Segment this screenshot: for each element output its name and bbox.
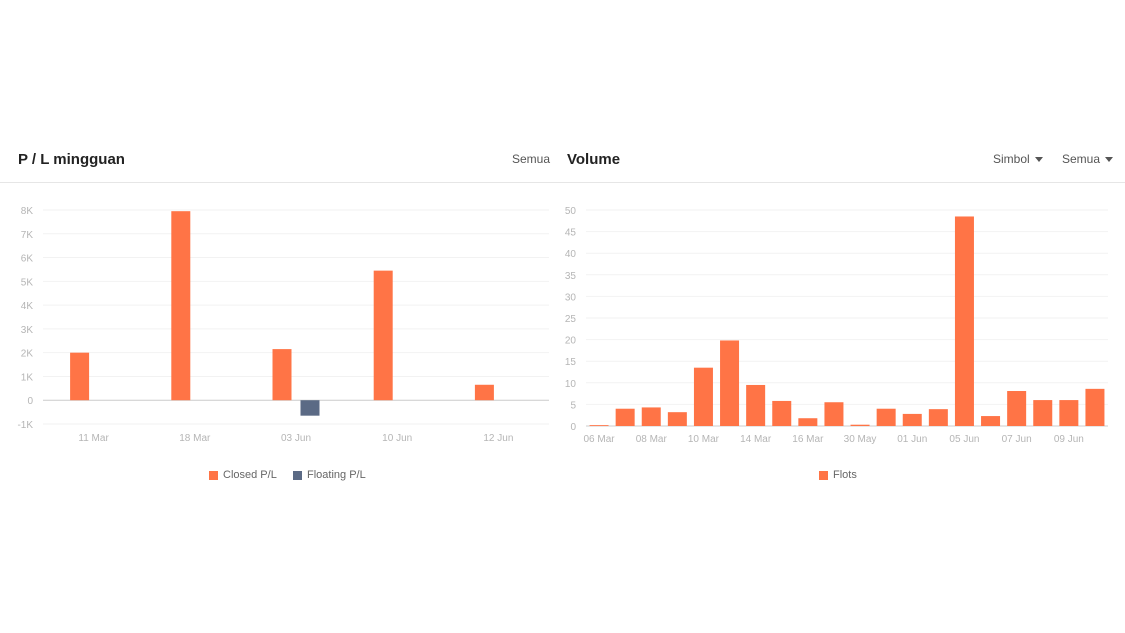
y-tick-label: 7K xyxy=(21,230,34,241)
symbol-filter-dropdown[interactable]: Simbol xyxy=(993,136,1043,182)
bar xyxy=(171,211,191,401)
all-filter-label: Semua xyxy=(1062,152,1101,166)
y-tick-label: 5 xyxy=(570,400,576,411)
x-tick-label: 03 Jun xyxy=(281,433,311,444)
pl-filter-label: Semua xyxy=(512,152,551,166)
y-tick-label: 8K xyxy=(21,206,34,217)
bar xyxy=(954,216,974,426)
x-tick-label: 14 Mar xyxy=(740,434,772,445)
bar xyxy=(1085,388,1105,426)
x-tick-label: 18 Mar xyxy=(179,433,211,444)
bar xyxy=(693,367,713,426)
y-tick-label: 0 xyxy=(27,396,33,407)
closed-pl-swatch-icon xyxy=(209,470,218,480)
legend-item-floating-pl[interactable]: Floating P/L xyxy=(293,467,366,483)
bar xyxy=(1007,391,1027,426)
y-tick-label: 6K xyxy=(21,254,34,265)
legend-label-floating-pl: Floating P/L xyxy=(307,469,366,481)
bar xyxy=(798,418,818,426)
volume-panel-header: Volume xyxy=(567,136,620,182)
y-tick-label: 3K xyxy=(21,325,34,336)
bar xyxy=(1033,400,1053,426)
chevron-down-icon xyxy=(1034,157,1043,163)
bar xyxy=(746,384,766,426)
bar xyxy=(615,408,635,426)
x-tick-label: 01 Jun xyxy=(897,434,927,445)
x-tick-label: 16 Mar xyxy=(792,434,824,445)
x-tick-label: 10 Mar xyxy=(688,434,720,445)
header-divider xyxy=(0,182,1125,183)
bar xyxy=(824,402,844,426)
x-tick-label: 12 Jun xyxy=(483,433,513,444)
y-tick-label: 15 xyxy=(565,357,577,368)
x-tick-label: 08 Mar xyxy=(636,434,668,445)
y-tick-label: 45 xyxy=(565,228,577,239)
y-tick-label: 35 xyxy=(565,271,577,282)
pl-weekly-chart: -1K 0 1K 2K 3K 4K 5K 6K 7K 8K 11 Mar 18 Mar 03 Jun 10… xyxy=(17,206,549,444)
bar xyxy=(772,400,792,426)
bar xyxy=(589,425,609,426)
legend-label-closed-pl: Closed P/L xyxy=(223,469,277,481)
x-tick-label: 30 May xyxy=(844,434,877,445)
x-tick-label: 09 Jun xyxy=(1054,434,1084,445)
volume-panel-title: Volume xyxy=(567,150,621,168)
pl-panel-header: P / L mingguan xyxy=(18,136,125,182)
pl-filter-dropdown[interactable]: Semua xyxy=(512,136,550,182)
x-tick-label: 10 Jun xyxy=(382,433,412,444)
y-tick-label: 0 xyxy=(570,422,576,433)
bar xyxy=(300,400,320,416)
bar xyxy=(474,384,494,401)
y-tick-label: 4K xyxy=(21,301,34,312)
y-tick-label: 1K xyxy=(21,372,34,383)
bar xyxy=(902,413,922,426)
symbol-filter-label: Simbol xyxy=(993,152,1030,166)
y-tick-label: 2K xyxy=(21,349,34,360)
bar xyxy=(720,340,740,426)
y-tick-label: -1K xyxy=(17,420,33,431)
bar xyxy=(272,349,292,401)
bar xyxy=(981,416,1001,426)
x-tick-label: 06 Mar xyxy=(583,434,615,445)
bar xyxy=(850,424,870,426)
legend-item-flots[interactable]: Flots xyxy=(819,467,857,483)
y-tick-label: 20 xyxy=(565,336,577,347)
bar xyxy=(876,408,896,426)
pl-panel-title: P / L mingguan xyxy=(18,150,125,168)
y-tick-label: 30 xyxy=(565,292,577,303)
legend-item-closed-pl[interactable]: Closed P/L xyxy=(209,467,277,483)
y-tick-label: 25 xyxy=(565,314,577,325)
x-tick-label: 05 Jun xyxy=(949,434,979,445)
y-tick-label: 5K xyxy=(21,277,34,288)
all-filter-dropdown[interactable]: Semua xyxy=(1062,136,1114,182)
bar xyxy=(928,409,948,426)
volume-chart: 0 5 10 15 20 25 30 35 40 45 50 06 Mar 08 Mar 10 Mar 14… xyxy=(565,206,1108,445)
floating-pl-swatch-icon xyxy=(293,470,302,480)
y-tick-label: 40 xyxy=(565,249,577,260)
bar xyxy=(70,352,90,401)
bar xyxy=(667,412,687,426)
y-tick-label: 10 xyxy=(565,379,577,390)
x-tick-label: 07 Jun xyxy=(1002,434,1032,445)
bar xyxy=(1059,400,1079,426)
y-tick-label: 50 xyxy=(565,206,577,217)
bar xyxy=(641,407,661,426)
legend-label-flots: Flots xyxy=(833,469,857,481)
bar xyxy=(373,270,393,401)
flots-swatch-icon xyxy=(819,470,828,480)
x-tick-label: 11 Mar xyxy=(78,433,109,444)
chevron-down-icon xyxy=(1105,157,1114,163)
